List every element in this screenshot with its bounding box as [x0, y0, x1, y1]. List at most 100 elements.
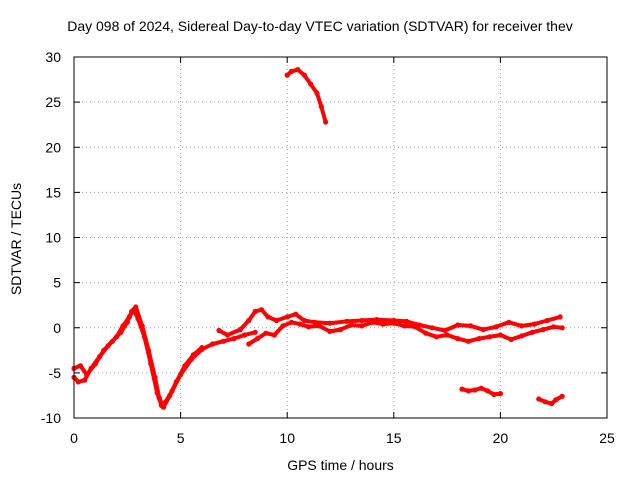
data-point	[478, 385, 484, 391]
data-point	[252, 308, 258, 315]
data-point	[124, 319, 130, 325]
data-point	[404, 318, 410, 324]
data-point	[544, 317, 550, 324]
data-point	[190, 352, 196, 358]
data-point	[455, 336, 461, 342]
data-point	[487, 334, 493, 340]
data-point	[468, 323, 474, 329]
y-tick-label: 0	[53, 320, 61, 336]
data-point	[220, 338, 226, 344]
data-point	[465, 338, 471, 344]
data-point	[312, 319, 318, 325]
data-point	[540, 327, 546, 333]
data-point	[210, 341, 216, 347]
data-point	[508, 336, 514, 343]
data-point	[293, 311, 299, 317]
data-point	[412, 324, 418, 330]
data-point	[369, 319, 376, 325]
data-point	[559, 393, 565, 399]
data-point	[216, 327, 222, 334]
data-point	[429, 325, 435, 331]
data-point	[231, 336, 237, 342]
data-point	[551, 324, 557, 330]
y-tick-label: 5	[53, 275, 61, 291]
data-point	[519, 333, 525, 339]
series-line-satellite-track-e	[285, 67, 328, 124]
data-point	[327, 320, 333, 326]
data-point	[485, 388, 491, 394]
data-point	[314, 90, 320, 96]
data-point	[273, 317, 280, 324]
data-point	[167, 392, 173, 398]
data-point	[391, 320, 397, 326]
data-point	[529, 329, 536, 335]
data-point	[160, 404, 167, 410]
data-point	[359, 323, 365, 329]
data-point	[536, 396, 542, 402]
data-point	[263, 330, 269, 336]
data-point	[506, 319, 512, 325]
data-point	[444, 332, 450, 338]
data-point	[459, 386, 465, 392]
data-point	[337, 327, 344, 333]
x-tick-label: 0	[70, 430, 78, 446]
data-point	[182, 363, 188, 369]
data-point	[348, 322, 354, 328]
data-point	[301, 72, 307, 78]
data-point	[75, 379, 81, 385]
y-tick-label: 25	[45, 94, 61, 110]
data-point	[318, 104, 324, 110]
data-point	[199, 345, 205, 351]
data-series	[71, 67, 565, 410]
data-point	[549, 401, 555, 407]
x-tick-label: 20	[493, 430, 509, 446]
data-point	[359, 317, 365, 324]
data-point	[133, 304, 139, 310]
plot-frame	[73, 56, 608, 419]
data-point	[472, 387, 478, 393]
data-point	[344, 318, 350, 324]
data-point	[288, 68, 295, 74]
data-point	[316, 323, 322, 329]
data-point	[146, 347, 152, 353]
data-point	[246, 317, 252, 324]
data-point	[118, 329, 124, 335]
data-point	[156, 395, 162, 401]
y-tick-label: 10	[45, 230, 61, 246]
data-point	[92, 361, 98, 367]
y-tick-label: 30	[45, 49, 61, 65]
data-point	[465, 388, 471, 394]
data-point	[491, 391, 497, 398]
grid-lines	[74, 57, 607, 418]
data-point	[224, 332, 231, 338]
data-point	[295, 67, 301, 73]
data-point	[497, 332, 503, 338]
x-tick-label: 25	[599, 430, 615, 446]
data-point	[271, 332, 277, 338]
y-tick-label: 20	[45, 139, 61, 155]
data-point	[480, 327, 486, 333]
data-point	[305, 324, 312, 330]
data-point	[476, 336, 482, 342]
data-point	[380, 321, 386, 327]
data-point	[173, 379, 179, 385]
data-point	[542, 399, 548, 405]
data-point	[559, 325, 565, 331]
y-tick-label: -5	[49, 365, 62, 381]
x-tick-label: 5	[177, 430, 185, 446]
data-point	[237, 327, 243, 333]
data-point	[423, 330, 429, 336]
data-point	[77, 363, 83, 369]
data-point	[82, 377, 88, 383]
data-point	[327, 328, 333, 334]
axis-ticks: 0 5 10 15 20 25 -10 -5 0 5 10 15 20 25 30	[41, 49, 615, 446]
data-point	[259, 307, 265, 313]
data-point	[242, 332, 248, 338]
data-point	[301, 317, 307, 324]
data-point	[433, 334, 439, 340]
data-point	[101, 347, 107, 353]
data-point	[284, 72, 290, 78]
x-tick-label: 15	[386, 430, 402, 446]
data-point	[531, 321, 538, 327]
